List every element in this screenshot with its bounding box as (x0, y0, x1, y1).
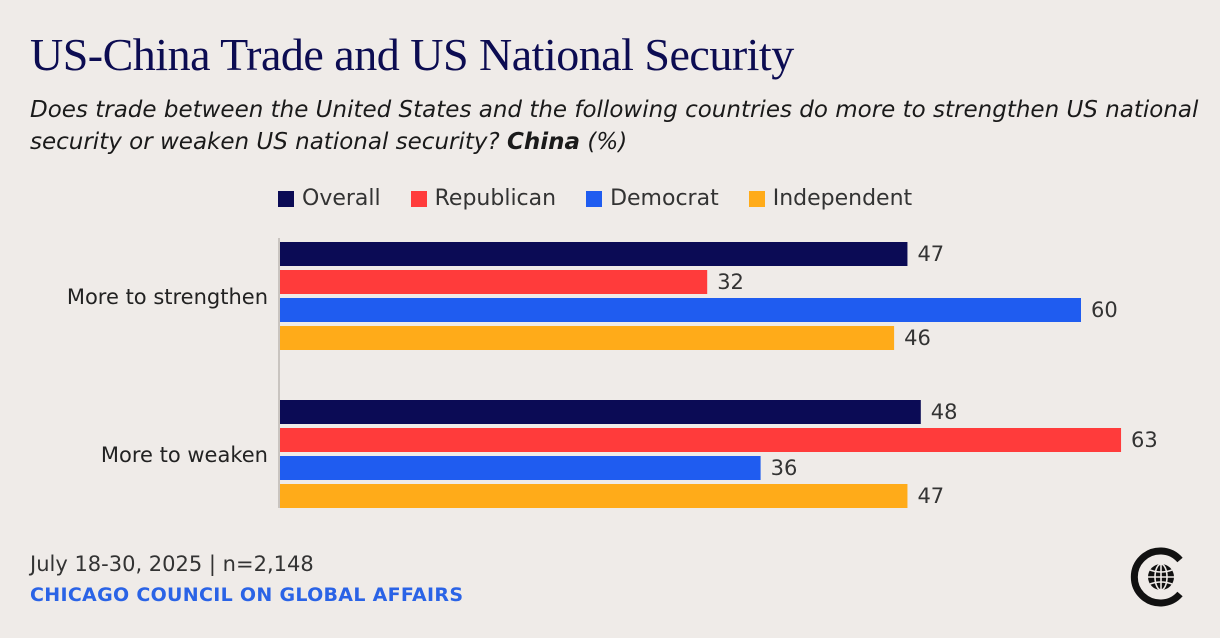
bar-overall (280, 400, 921, 424)
bar-independent (280, 484, 908, 508)
category-label: More to weaken (101, 443, 268, 467)
chart-subtitle: Does trade between the United States and… (30, 94, 1200, 158)
legend-item-independent: Independent (748, 186, 913, 211)
legend-item-republican: Republican (410, 186, 557, 211)
subtitle-country: China (507, 129, 581, 155)
globe-logo-icon (1130, 547, 1183, 607)
organization-name: CHICAGO COUNCIL ON GLOBAL AFFAIRS (30, 584, 464, 606)
data-label: 48 (931, 400, 958, 424)
legend-item-democrat: Democrat (586, 186, 719, 211)
chart-legend: Overall Republican Democrat Independent (278, 186, 942, 211)
bar-democrat (280, 456, 761, 480)
bar-republican (280, 428, 1122, 452)
bar-democrat (280, 298, 1081, 322)
legend-label: Independent (772, 186, 913, 211)
legend-item-overall: Overall (278, 186, 381, 211)
data-label: 47 (917, 484, 944, 508)
data-label: 47 (917, 242, 944, 266)
data-label: 63 (1131, 428, 1158, 452)
survey-date: July 18-30, 2025 | n=2,148 (30, 552, 314, 576)
data-label: 36 (771, 456, 798, 480)
subtitle-unit: (%) (587, 129, 628, 155)
legend-label: Republican (434, 186, 557, 211)
legend-swatch (748, 190, 765, 207)
legend-label: Democrat (610, 186, 719, 211)
bar-independent (280, 326, 895, 350)
legend-swatch (410, 190, 427, 207)
subtitle-question: Does trade between the United States and… (30, 97, 1199, 155)
bar-republican (280, 270, 708, 294)
data-label: 60 (1091, 298, 1118, 322)
bar-overall (280, 242, 908, 266)
category-label: More to strengthen (67, 285, 268, 309)
chart-title: US-China Trade and US National Security (30, 29, 794, 80)
legend-swatch (278, 190, 294, 207)
data-label: 46 (904, 326, 931, 350)
legend-label: Overall (302, 186, 381, 211)
data-label: 32 (717, 270, 744, 294)
legend-swatch (586, 190, 603, 207)
